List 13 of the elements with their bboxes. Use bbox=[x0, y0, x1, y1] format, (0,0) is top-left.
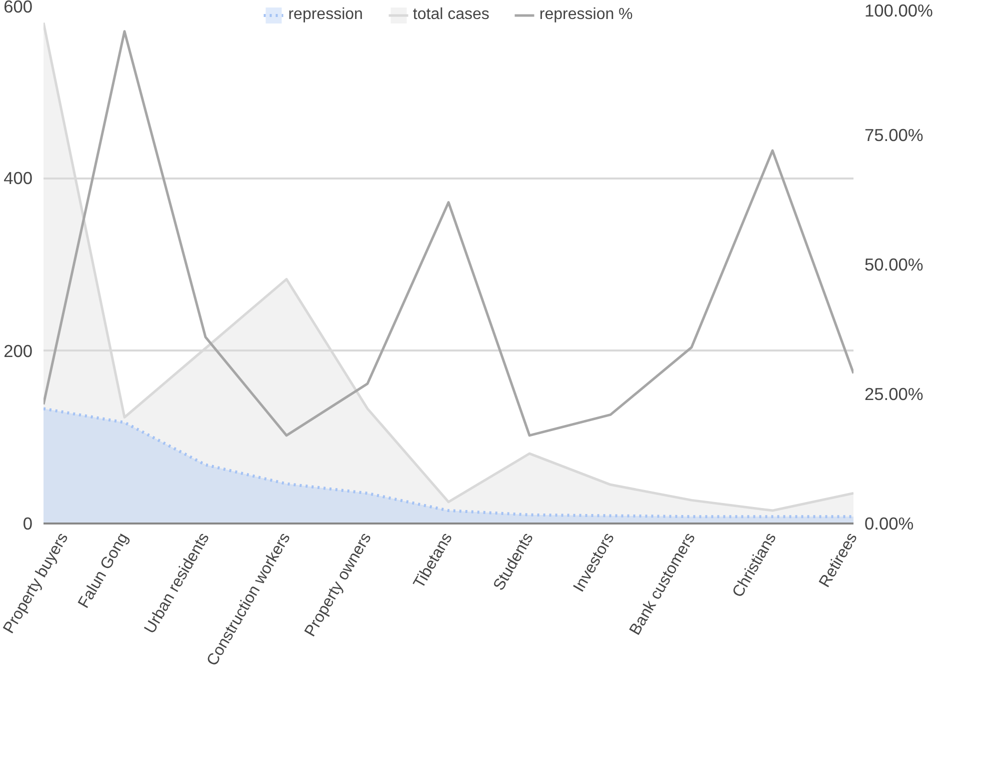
y2-tick-label: 75.00% bbox=[864, 125, 924, 145]
y-tick-label: 400 bbox=[4, 168, 33, 188]
legend-label: repression bbox=[288, 6, 363, 24]
legend-label: total cases bbox=[412, 6, 490, 24]
y2-tick-label: 25.00% bbox=[864, 384, 924, 404]
y-tick-label: 600 bbox=[4, 0, 33, 16]
y2-tick-label: 0.00% bbox=[864, 514, 914, 534]
y2-tick-label: 100.00% bbox=[864, 0, 933, 20]
y-tick-label: 0 bbox=[22, 514, 33, 534]
legend-label: repression % bbox=[539, 6, 633, 24]
y-tick-label: 200 bbox=[4, 340, 33, 361]
y2-tick-label: 50.00% bbox=[864, 254, 924, 274]
line-series bbox=[44, 30, 854, 437]
